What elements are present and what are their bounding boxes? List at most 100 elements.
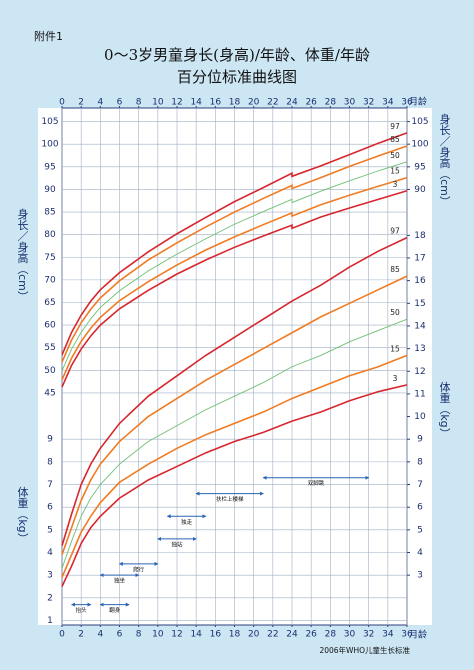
y-tick-label: 2 (47, 593, 53, 603)
y-axis-title-right: 体重（kg） (438, 380, 451, 439)
chart-subtitle: 百分位标准曲线图 (177, 68, 297, 86)
x-tick-label: 10 (152, 630, 164, 640)
percentile-curve (61, 161, 408, 371)
percentile-curve (61, 275, 408, 556)
curve-label: 50 (390, 151, 400, 160)
curve-label: 85 (390, 135, 400, 144)
y-tick-label-right: 90 (414, 185, 426, 195)
y-tick-label-right: 15 (414, 299, 425, 309)
x-tick-label: 6 (117, 98, 123, 108)
x-axis-title: 月龄 (409, 629, 427, 641)
x-tick-label: 10 (152, 98, 164, 108)
x-tick-label: 22 (267, 630, 278, 640)
y-tick-label-right: 7 (417, 480, 423, 490)
y-tick-label: 75 (44, 253, 55, 263)
y-tick-label-right: 16 (414, 276, 426, 286)
x-tick-label: 30 (344, 98, 356, 108)
chart-title: 0～3岁男童身长(身高)/年龄、体重/年龄 (104, 46, 370, 64)
y-tick-label-right: 18 (414, 231, 426, 241)
curve-label: 85 (390, 265, 400, 274)
milestone-label: 独坐 (114, 577, 126, 585)
y-tick-label: 7 (47, 480, 53, 490)
source-note: 2006年WHO儿童生长标准 (319, 645, 410, 655)
x-tick-label: 28 (325, 98, 337, 108)
x-tick-label: 0 (59, 98, 65, 108)
y-tick-label-right: 9 (417, 435, 423, 445)
y-tick-label: 105 (41, 117, 58, 127)
y-tick-label-right: 17 (414, 253, 425, 263)
x-tick-label: 26 (305, 98, 317, 108)
x-tick-label: 18 (229, 98, 241, 108)
x-tick-label: 16 (210, 630, 222, 640)
y-tick-label-right: 10 (414, 412, 426, 422)
y-tick-label-right: 100 (411, 140, 428, 150)
y-tick-label: 8 (47, 457, 53, 467)
y-tick-label: 60 (44, 321, 56, 331)
x-tick-label: 4 (97, 98, 103, 108)
y-tick-label: 55 (44, 343, 55, 353)
x-tick-label: 2 (78, 98, 84, 108)
y-tick-label: 80 (44, 230, 56, 240)
x-tick-label: 30 (344, 630, 356, 640)
milestone-label: 独站 (171, 540, 183, 548)
x-tick-label: 28 (325, 630, 337, 640)
y-tick-label: 90 (44, 185, 56, 195)
percentile-curve (61, 145, 408, 363)
right-axis-strip (407, 108, 432, 625)
curve-label: 50 (390, 308, 400, 317)
milestone-label: 翻身 (109, 606, 121, 614)
milestone-label: 抬头 (76, 606, 88, 614)
y-tick-label: 9 (47, 435, 53, 445)
y-tick-label-right: 105 (411, 117, 428, 127)
x-tick-label: 6 (117, 630, 123, 640)
curve-label: 15 (390, 344, 400, 353)
y-tick-label-right: 13 (414, 344, 425, 354)
x-tick-label: 34 (382, 98, 394, 108)
x-tick-label: 26 (305, 630, 317, 640)
header: 附件1 (34, 29, 63, 43)
y-tick-label: 100 (41, 140, 58, 150)
left-axis-strip (38, 108, 62, 625)
x-tick-label: 32 (363, 98, 374, 108)
curve-label: 3 (393, 180, 398, 189)
percentile-curve (61, 318, 408, 569)
y-tick-label-right: 12 (414, 367, 425, 377)
y-tick-label-right: 6 (417, 503, 423, 513)
x-tick-label: 2 (78, 630, 84, 640)
y-axis-title-right: 身长／身高（cm） (438, 112, 451, 207)
milestone-label: 双脚跳 (308, 479, 325, 487)
x-tick-label: 36 (401, 98, 413, 108)
x-tick-label: 18 (229, 630, 241, 640)
curve-label: 3 (393, 374, 398, 383)
y-tick-label: 85 (44, 208, 55, 218)
percentile-curve (61, 354, 408, 578)
y-tick-label: 45 (44, 388, 55, 398)
curve-label: 97 (390, 227, 400, 236)
y-tick-label: 1 (47, 616, 53, 626)
y-tick-label-right: 11 (414, 389, 425, 399)
y-tick-label: 4 (47, 548, 53, 558)
x-tick-label: 14 (190, 98, 202, 108)
x-tick-label: 36 (401, 630, 413, 640)
y-tick-label: 95 (44, 162, 55, 172)
x-tick-label: 20 (248, 98, 260, 108)
x-tick-label: 16 (210, 98, 222, 108)
y-tick-label-right: 5 (417, 525, 423, 535)
x-tick-label: 34 (382, 630, 394, 640)
y-tick-label: 3 (47, 571, 53, 581)
percentile-curve (61, 176, 408, 381)
x-tick-label: 22 (267, 98, 278, 108)
y-tick-label: 5 (47, 525, 53, 535)
x-tick-label: 32 (363, 630, 374, 640)
y-tick-label: 70 (44, 275, 56, 285)
y-tick-label-right: 95 (414, 162, 425, 172)
x-tick-label: 0 (59, 630, 65, 640)
y-axis-title: 身长／身高（cm） (16, 207, 29, 302)
curves (61, 132, 408, 587)
curve-label: 15 (390, 167, 400, 176)
percentile-curve (61, 384, 408, 587)
curve-label: 97 (390, 122, 400, 131)
x-axis-title: 月龄 (409, 96, 427, 108)
y-tick-label-right: 4 (417, 548, 423, 558)
